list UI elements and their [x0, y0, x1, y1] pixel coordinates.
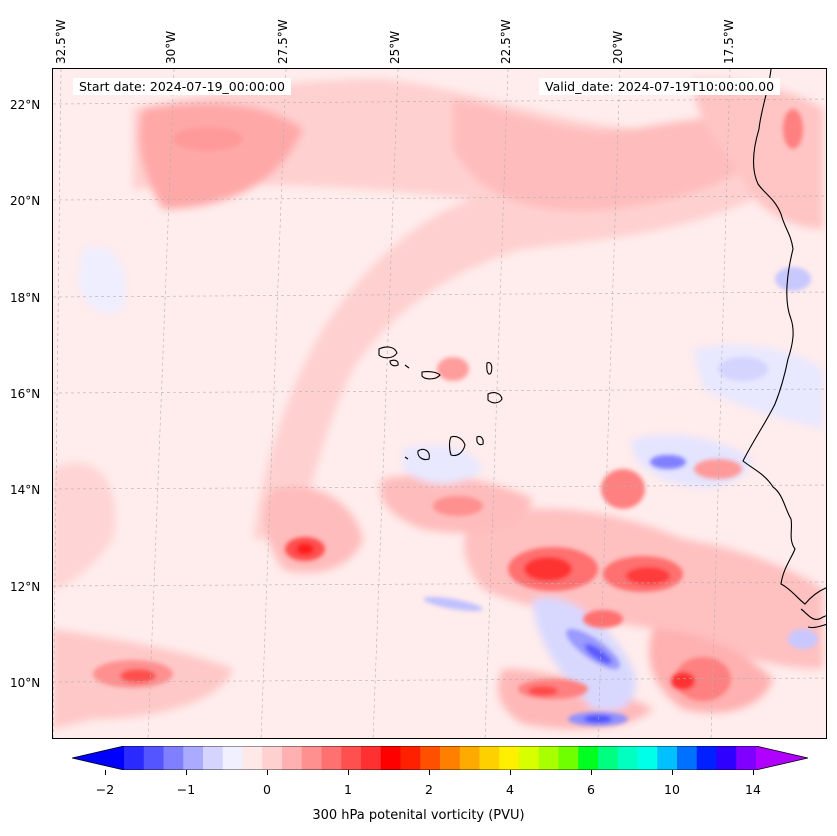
colorbar-segment: [361, 746, 382, 770]
lon-label-25w: 25°W: [388, 30, 402, 64]
colorbar-segment: [420, 746, 441, 770]
colorbar-tick-label: 0: [263, 782, 271, 797]
colorbar-segment: [143, 746, 165, 770]
colorbar-segment: [222, 746, 244, 770]
lon-label-20w: 20°W: [611, 30, 625, 64]
colorbar-tick-label: −2: [95, 782, 115, 797]
colorbar-segment: [736, 746, 757, 770]
colorbar-tick-label: 14: [745, 782, 761, 797]
lat-label-20n: 20°N: [10, 194, 41, 208]
lat-label-22n: 22°N: [10, 98, 41, 112]
colorbar-tick-label: 2: [425, 782, 433, 797]
colorbar-segment: [459, 746, 481, 770]
colorbar-segment: [578, 746, 599, 770]
colorbar-tickmark: [753, 770, 754, 775]
coastline-africa: [742, 69, 826, 605]
colorbar-segment: [301, 746, 323, 770]
lat-label-12n: 12°N: [10, 580, 41, 594]
colorbar-tick-label: −1: [176, 782, 196, 797]
pv-field-canvas: [53, 69, 826, 738]
lon-label-27-5w: 27.5°W: [276, 19, 290, 64]
colorbar-extend-min: [72, 746, 124, 770]
colorbar-tick-label: 6: [587, 782, 595, 797]
colorbar-tick-label: 4: [506, 782, 514, 797]
colorbar-segment: [341, 746, 362, 770]
colorbar-extend-max: [756, 746, 808, 770]
colorbar-segment: [696, 746, 718, 770]
lon-label-22-5w: 22.5°W: [499, 19, 513, 64]
lon-label-30w: 30°W: [164, 30, 178, 64]
cape-verde-islands: [378, 346, 503, 461]
colorbar-title: 300 hPa potenital vorticity (PVU): [312, 808, 525, 823]
colorbar-segment: [440, 746, 461, 770]
colorbar-segment: [163, 746, 184, 770]
valid-date-label: Valid_date: 2024-07-19T10:00:00.00: [539, 78, 781, 95]
colorbar-segment: [519, 746, 540, 770]
colorbar-segment: [242, 746, 263, 770]
lon-label-32-5w: 32.5°W: [54, 19, 68, 64]
colorbar-tickmark: [105, 770, 106, 775]
lat-label-14n: 14°N: [10, 483, 41, 497]
lon-label-17-5w: 17.5°W: [722, 19, 736, 64]
colorbar-segment: [617, 746, 639, 770]
colorbar-segment: [380, 746, 402, 770]
colorbar-segment: [538, 746, 560, 770]
colorbar-segment: [558, 746, 579, 770]
colorbar-segment: [637, 746, 658, 770]
colorbar-segment: [262, 746, 283, 770]
colorbar-tickmark: [186, 770, 187, 775]
colorbar-segment: [499, 746, 520, 770]
colorbar-tick-label: 1: [344, 782, 352, 797]
colorbar-tickmark: [591, 770, 592, 775]
lat-label-10n: 10°N: [10, 676, 41, 690]
colorbar-segment: [203, 746, 224, 770]
colorbar-segment: [400, 746, 421, 770]
colorbar-segment: [321, 746, 342, 770]
graticule: [53, 69, 826, 738]
colorbar-segment: [598, 746, 619, 770]
start-date-label: Start date: 2024-07-19_00:00:00: [73, 78, 291, 95]
pv-map: [52, 68, 827, 739]
colorbar-gradient: [71, 745, 809, 771]
colorbar-segment: [183, 746, 204, 770]
colorbar: [71, 745, 809, 771]
colorbar-tickmark: [348, 770, 349, 775]
colorbar-segment: [657, 746, 678, 770]
colorbar-tick-label: 10: [664, 782, 680, 797]
colorbar-segment: [677, 746, 698, 770]
colorbar-tickmark: [672, 770, 673, 775]
colorbar-segment: [479, 746, 500, 770]
colorbar-segment: [282, 746, 303, 770]
pv-contours-detail: [93, 109, 818, 726]
colorbar-segment: [124, 746, 145, 770]
lat-label-16n: 16°N: [10, 387, 41, 401]
colorbar-segment: [716, 746, 737, 770]
colorbar-tickmark: [267, 770, 268, 775]
coastline-guinea: [800, 608, 826, 629]
lat-label-18n: 18°N: [10, 291, 41, 305]
colorbar-tickmark: [510, 770, 511, 775]
colorbar-tickmark: [429, 770, 430, 775]
